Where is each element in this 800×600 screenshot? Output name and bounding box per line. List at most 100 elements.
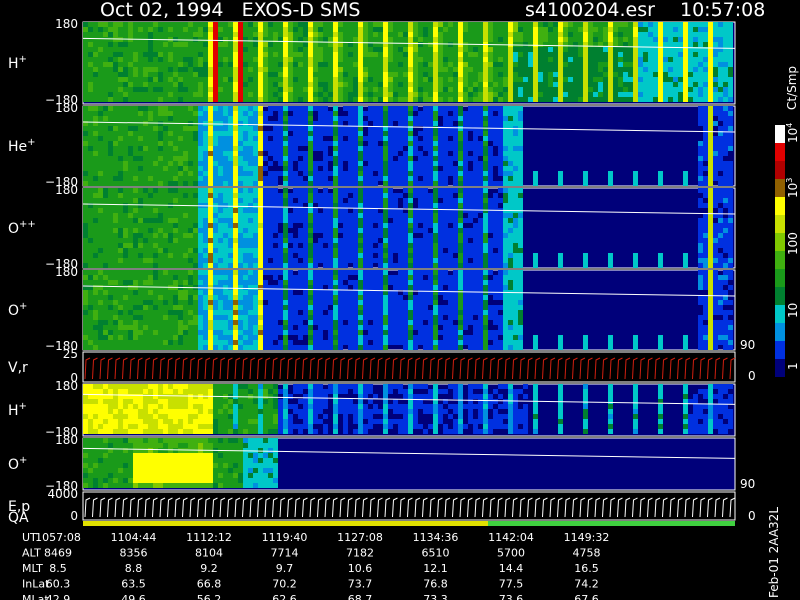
cell — [373, 141, 378, 146]
cell — [518, 72, 523, 77]
cell — [418, 213, 423, 218]
cell — [258, 121, 263, 126]
cell — [553, 92, 558, 97]
cell — [118, 37, 123, 42]
cell — [278, 52, 283, 57]
cell — [398, 223, 403, 228]
cell — [508, 258, 513, 263]
cell — [253, 188, 258, 193]
cell — [273, 106, 278, 111]
cell — [473, 238, 478, 243]
cell — [473, 228, 478, 233]
cell — [583, 258, 588, 263]
cell — [423, 141, 428, 146]
cell — [703, 116, 708, 121]
cell — [463, 22, 468, 27]
cell — [208, 193, 213, 198]
cell — [508, 253, 513, 258]
cell — [493, 253, 498, 258]
cell — [323, 82, 328, 87]
cell — [498, 181, 503, 186]
cell — [278, 97, 283, 102]
cell — [333, 161, 338, 166]
cell — [398, 72, 403, 77]
cell — [268, 87, 273, 92]
cell — [298, 203, 303, 208]
cell — [438, 193, 443, 198]
cell — [168, 42, 173, 47]
cell — [408, 116, 413, 121]
cell — [388, 32, 393, 37]
cell — [433, 121, 438, 126]
cell — [313, 82, 318, 87]
cell — [113, 156, 118, 161]
cell — [413, 161, 418, 166]
cell — [523, 87, 528, 92]
cell — [183, 126, 188, 131]
cell — [418, 156, 423, 161]
cell — [183, 131, 188, 136]
cell — [218, 188, 223, 193]
cell — [93, 37, 98, 42]
cell — [708, 193, 713, 198]
cell — [188, 42, 193, 47]
cell — [333, 42, 338, 47]
cell — [338, 87, 343, 92]
cell — [218, 156, 223, 161]
cell — [268, 218, 273, 223]
cell — [303, 37, 308, 42]
cell — [348, 198, 353, 203]
cell — [223, 253, 228, 258]
cell — [703, 193, 708, 198]
cell — [468, 67, 473, 72]
cell — [168, 181, 173, 186]
cell — [678, 87, 683, 92]
cell — [483, 171, 488, 176]
cell — [318, 92, 323, 97]
cell — [708, 72, 713, 77]
cell — [168, 161, 173, 166]
cell — [133, 228, 138, 233]
cell — [173, 228, 178, 233]
cell — [493, 92, 498, 97]
cell — [133, 193, 138, 198]
cell — [293, 156, 298, 161]
cell — [498, 32, 503, 37]
cell — [328, 263, 333, 268]
cell — [83, 42, 88, 47]
cell — [478, 233, 483, 238]
cell — [268, 42, 273, 47]
cell — [728, 47, 733, 52]
cell — [458, 248, 463, 253]
cell — [223, 22, 228, 27]
cell — [143, 42, 148, 47]
cell — [458, 263, 463, 268]
cell — [403, 62, 408, 67]
cell — [643, 57, 648, 62]
cell — [383, 213, 388, 218]
cell — [713, 92, 718, 97]
cell — [448, 67, 453, 72]
cell — [523, 32, 528, 37]
cell — [253, 218, 258, 223]
cell — [518, 67, 523, 72]
cell — [238, 87, 243, 92]
cell — [398, 57, 403, 62]
cell — [343, 42, 348, 47]
cell — [728, 181, 733, 186]
cell — [293, 171, 298, 176]
cell — [413, 218, 418, 223]
cell — [628, 42, 633, 47]
cell — [433, 238, 438, 243]
cell — [358, 27, 363, 32]
cell — [238, 136, 243, 141]
cell — [373, 22, 378, 27]
cell — [458, 208, 463, 213]
cell — [303, 87, 308, 92]
cell — [83, 198, 88, 203]
cell — [293, 42, 298, 47]
cell — [313, 243, 318, 248]
cell — [93, 121, 98, 126]
cell — [298, 92, 303, 97]
cell — [678, 57, 683, 62]
